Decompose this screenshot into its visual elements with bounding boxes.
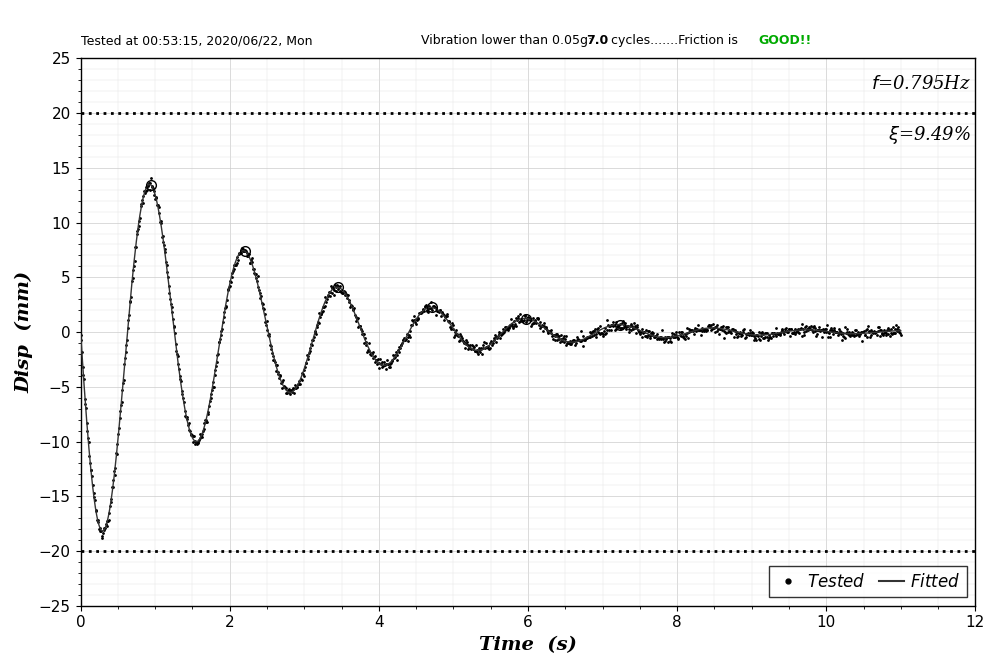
Text: $\xi$=9.49%: $\xi$=9.49% [888, 124, 971, 146]
Text: cycles.......Friction is: cycles.......Friction is [607, 34, 742, 47]
Text: 7.0: 7.0 [586, 34, 608, 47]
X-axis label: Time  (s): Time (s) [479, 636, 577, 654]
Text: $f$=0.795Hz: $f$=0.795Hz [871, 75, 971, 93]
Legend: $\it{Tested}$, $\it{Fitted}$: $\it{Tested}$, $\it{Fitted}$ [769, 566, 967, 597]
Text: Vibration lower than 0.05g:: Vibration lower than 0.05g: [421, 34, 596, 47]
Y-axis label: Disp  (mm): Disp (mm) [15, 271, 33, 393]
Text: GOOD!!: GOOD!! [759, 34, 812, 47]
Text: Tested at 00:53:15, 2020/06/22, Mon: Tested at 00:53:15, 2020/06/22, Mon [81, 34, 312, 47]
